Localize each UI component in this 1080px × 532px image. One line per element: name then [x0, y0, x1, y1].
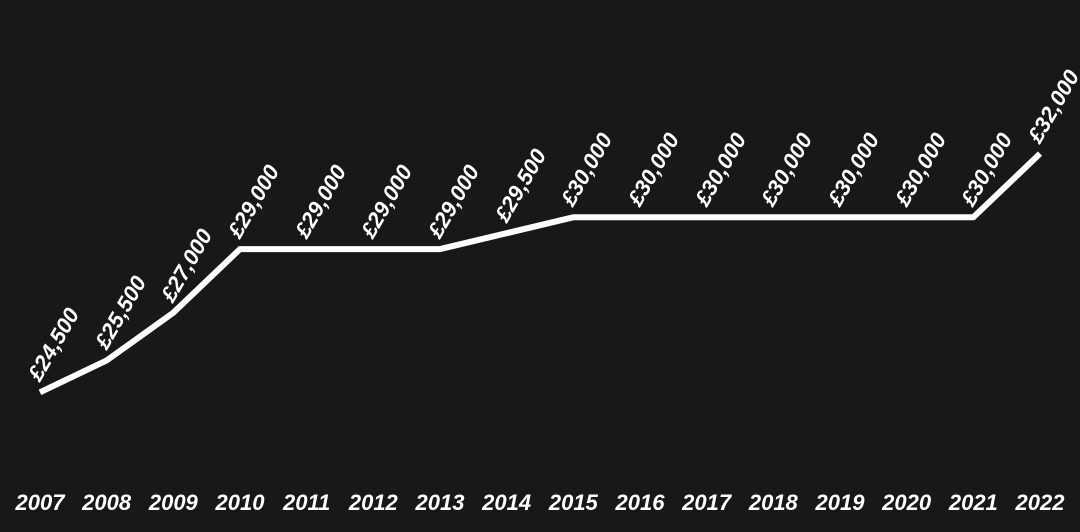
chart-line-svg — [0, 0, 1080, 532]
x-axis-label: 2020 — [882, 490, 931, 516]
x-axis-label: 2019 — [816, 490, 865, 516]
x-axis-label: 2012 — [349, 490, 398, 516]
x-axis-label: 2011 — [283, 490, 330, 516]
line-chart: 2007 2008 2009 2010 2011 2012 2013 2014 2015 2016… — [0, 0, 1080, 532]
x-axis-label: 2014 — [482, 490, 531, 516]
x-axis-label: 2015 — [549, 490, 598, 516]
x-axis-label: 2009 — [149, 490, 198, 516]
x-axis-label: 2010 — [216, 490, 265, 516]
x-axis-label: 2007 — [16, 490, 65, 516]
x-axis-label: 2016 — [616, 490, 665, 516]
x-axis-label: 2021 — [949, 490, 998, 516]
x-axis-label: 2013 — [416, 490, 465, 516]
x-axis-label: 2018 — [749, 490, 798, 516]
x-axis-label: 2022 — [1016, 490, 1065, 516]
x-axis-label: 2008 — [82, 490, 131, 516]
x-axis-label: 2017 — [682, 490, 731, 516]
